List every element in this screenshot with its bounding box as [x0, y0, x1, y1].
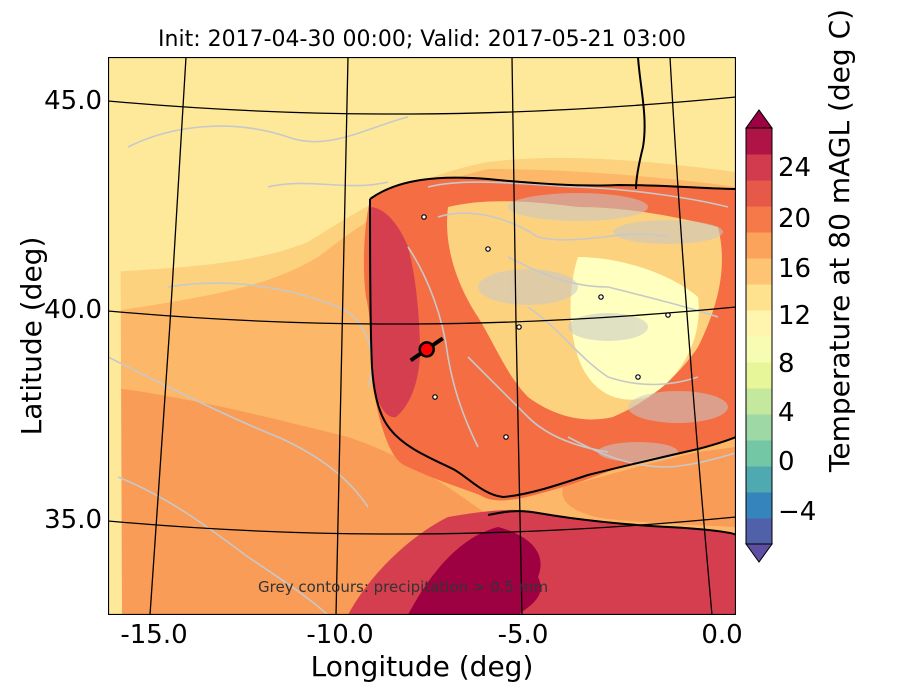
colorbar-band: [746, 466, 772, 493]
parallel-35: [108, 516, 736, 535]
precip-patches: [478, 193, 728, 462]
cbar-tick-0: 0: [778, 447, 795, 477]
colorbar-band: [746, 128, 772, 155]
lat-tick-45: 45.0: [44, 86, 102, 116]
cbar-tick-16: 16: [778, 254, 812, 284]
colorbar: [744, 108, 774, 564]
precip-contours: [108, 116, 736, 615]
colorbar-band: [746, 518, 772, 545]
lakes: [421, 214, 671, 440]
meridian-0: [669, 57, 713, 615]
lon-tick-minus5: -5.0: [497, 620, 549, 650]
cbar-tick-20: 20: [778, 204, 812, 234]
meridian-minus15: [149, 57, 187, 615]
lon-tick-minus10: -10.0: [306, 620, 374, 650]
meridian-minus5: [511, 57, 523, 615]
colorbar-band: [746, 284, 772, 311]
lon-tick-0: 0.0: [701, 620, 743, 650]
mediterranean: [562, 447, 736, 527]
parallel-45: [108, 96, 736, 115]
cbar-tick-24: 24: [778, 153, 812, 183]
map-canvas: [108, 57, 736, 615]
x-axis-label: Longitude (deg): [310, 650, 534, 683]
lon-tick-minus15: -15.0: [120, 620, 188, 650]
portugal-hot: [370, 207, 420, 418]
parallel-40: [108, 306, 736, 325]
lat-tick-35: 35.0: [44, 505, 102, 535]
cbar-tick-8: 8: [778, 349, 795, 379]
colorbar-band: [746, 414, 772, 441]
colorbar-band: [746, 180, 772, 207]
graticule: [108, 57, 736, 615]
colorbar-band: [746, 388, 772, 415]
colorbar-canvas: [745, 109, 773, 563]
colorbar-band: [746, 440, 772, 467]
cbar-tick-12: 12: [778, 301, 812, 331]
colorbar-band: [746, 258, 772, 285]
temperature-map[interactable]: [108, 57, 736, 615]
cbar-tick-minus4: −4: [778, 497, 817, 527]
colorbar-extend-min: [745, 543, 773, 563]
colorbar-band: [746, 154, 772, 181]
meridian-minus10: [335, 57, 349, 615]
site-marker[interactable]: [418, 341, 435, 358]
colorbar-band: [746, 232, 772, 259]
colorbar-band: [746, 336, 772, 363]
cbar-tick-4: 4: [778, 398, 795, 428]
map-title: Init: 2017-04-30 00:00; Valid: 2017-05-2…: [158, 27, 686, 52]
contour-annotation: Grey contours: precipitation > 0.5 mm: [258, 578, 549, 596]
y-axis-label: Latitude (deg): [15, 236, 48, 436]
colorbar-band: [746, 492, 772, 519]
lat-tick-40: 40.0: [44, 295, 102, 325]
africa-hot: [408, 527, 541, 615]
colorbar-band: [746, 362, 772, 389]
colorbar-band: [746, 206, 772, 233]
colorbar-extend-max: [745, 109, 773, 129]
sea-field-edge: [108, 117, 122, 615]
colorbar-band: [746, 310, 772, 337]
coastlines: [369, 57, 736, 536]
colorbar-label: Temperature at 80 mAGL (deg C): [823, 8, 856, 472]
colorbar-frame: [745, 127, 773, 545]
